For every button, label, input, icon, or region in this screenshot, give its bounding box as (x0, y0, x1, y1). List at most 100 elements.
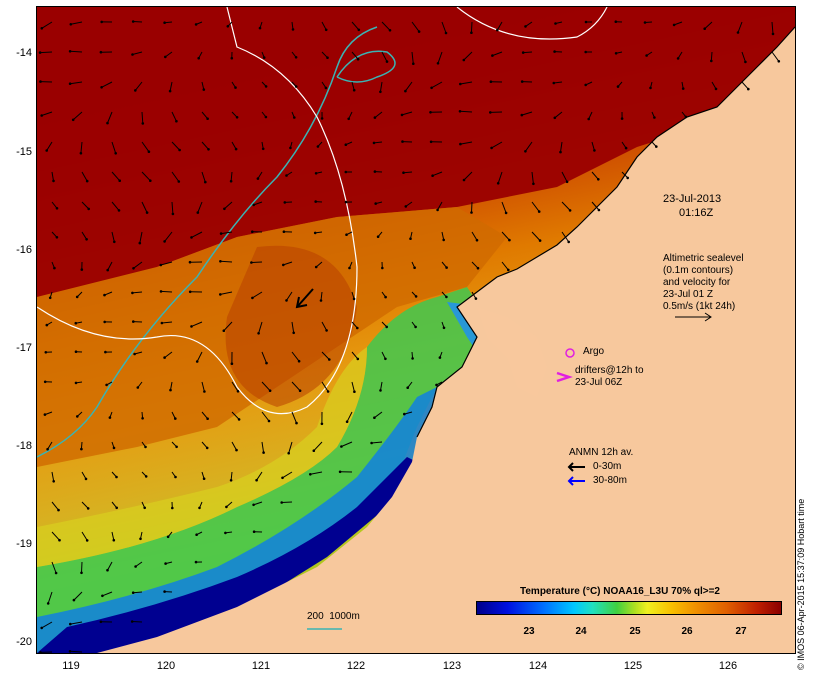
velocity-arrow-head (131, 20, 135, 23)
velocity-arrow (531, 171, 534, 184)
velocity-arrow-head (75, 295, 79, 299)
velocity-arrow-head (458, 110, 462, 113)
velocity-arrow-head (171, 506, 174, 510)
velocity-arrow-head (326, 56, 329, 59)
altimetric-line-1: Altimetric sealevel (663, 253, 744, 264)
velocity-arrow (621, 171, 629, 179)
velocity-arrow-head (230, 362, 234, 366)
velocity-arrow (381, 51, 388, 62)
velocity-arrow-head (262, 451, 265, 454)
velocity-arrow-head (99, 50, 103, 54)
y-tick: -17 (16, 342, 32, 354)
velocity-arrow (134, 81, 143, 91)
velocity-arrow-head (553, 50, 556, 53)
velocity-arrow-head (141, 122, 145, 125)
velocity-arrow (201, 381, 205, 392)
time-label: 01:16Z (679, 207, 714, 219)
velocity-arrow-head (283, 201, 287, 204)
y-tick: -18 (16, 440, 32, 452)
velocity-arrow-head (314, 172, 318, 175)
velocity-arrow (441, 231, 445, 241)
map-canvas (37, 7, 795, 653)
velocity-arrow (133, 261, 143, 269)
velocity-arrow (70, 81, 83, 85)
velocity-arrow-head (672, 23, 676, 27)
velocity-arrow-head (205, 446, 209, 450)
velocity-arrow-head (325, 329, 328, 332)
velocity-arrow (221, 231, 233, 235)
velocity-arrow (81, 501, 89, 509)
velocity-arrow-head (207, 148, 210, 151)
velocity-arrow-head (324, 86, 328, 90)
velocity-arrow-head (552, 81, 556, 85)
velocity-arrow (437, 201, 443, 211)
velocity-arrow-head (85, 179, 89, 183)
velocity-arrow (491, 141, 503, 149)
velocity-arrow-head (344, 170, 348, 174)
velocity-arrow (256, 471, 263, 481)
velocity-arrow (41, 621, 53, 629)
velocity-arrow (404, 81, 413, 92)
velocity-arrow (281, 501, 293, 503)
velocity-arrow (230, 171, 233, 182)
velocity-arrow-head (132, 320, 135, 323)
velocity-arrow-head (132, 267, 135, 270)
colorbar-label: 23 (523, 626, 535, 637)
velocity-arrow (164, 231, 173, 242)
velocity-arrow-head (235, 448, 238, 452)
velocity-arrow-head (130, 620, 134, 623)
velocity-arrow-head (206, 417, 209, 421)
velocity-arrow-head (264, 115, 268, 119)
velocity-arrow-head (219, 293, 222, 296)
velocity-arrow-head (72, 598, 76, 602)
velocity-arrow (51, 201, 58, 209)
velocity-arrow (591, 201, 600, 211)
velocity-arrow-head (373, 170, 377, 173)
y-tick: -20 (16, 636, 32, 648)
velocity-arrow-head (114, 152, 117, 155)
velocity-arrow (201, 441, 208, 449)
velocity-arrow-head (235, 116, 239, 119)
velocity-arrow (341, 441, 353, 447)
velocity-arrow-head (370, 441, 373, 445)
velocity-arrow (253, 201, 263, 206)
velocity-arrow-head (567, 240, 570, 244)
velocity-arrow-head (164, 562, 167, 565)
velocity-arrow (320, 291, 323, 301)
velocity-arrow-head (614, 20, 618, 23)
velocity-arrow-head (145, 211, 149, 214)
velocity-arrow (107, 111, 113, 124)
velocity-arrow (471, 201, 473, 213)
x-tick: 122 (346, 660, 366, 672)
velocity-arrow-head (312, 449, 316, 453)
velocity-arrow-head (703, 27, 706, 31)
velocity-arrow (171, 171, 180, 182)
velocity-arrow (102, 591, 113, 597)
velocity-arrow-head (490, 146, 493, 150)
velocity-arrow-head (175, 119, 178, 123)
velocity-arrow-head (251, 230, 254, 233)
velocity-arrow (81, 171, 88, 182)
date-label: 23-Jul-2013 (663, 193, 722, 205)
velocity-arrow-head (404, 89, 407, 93)
velocity-arrow-head (771, 32, 775, 36)
velocity-arrow-head (115, 506, 118, 510)
velocity-arrow-head (147, 150, 151, 153)
velocity-arrow (310, 471, 323, 475)
velocity-arrow-head (40, 626, 43, 630)
velocity-arrow-head (474, 297, 478, 300)
altimetric-line-5: 0.5m/s (1kt 24h) (663, 301, 736, 312)
velocity-arrow (501, 201, 507, 214)
velocity-arrow (231, 441, 237, 451)
drifter-marker (556, 371, 573, 383)
velocity-arrow-head (54, 571, 58, 575)
velocity-arrow (220, 291, 233, 295)
velocity-arrow (69, 650, 83, 653)
velocity-arrow-head (384, 357, 387, 361)
velocity-arrow-head (345, 420, 349, 424)
velocity-arrow-head (174, 417, 177, 420)
velocity-arrow-head (353, 390, 356, 394)
velocity-arrow-head (357, 28, 361, 32)
velocity-arrow-head (133, 352, 136, 356)
velocity-arrow-head (616, 85, 620, 88)
